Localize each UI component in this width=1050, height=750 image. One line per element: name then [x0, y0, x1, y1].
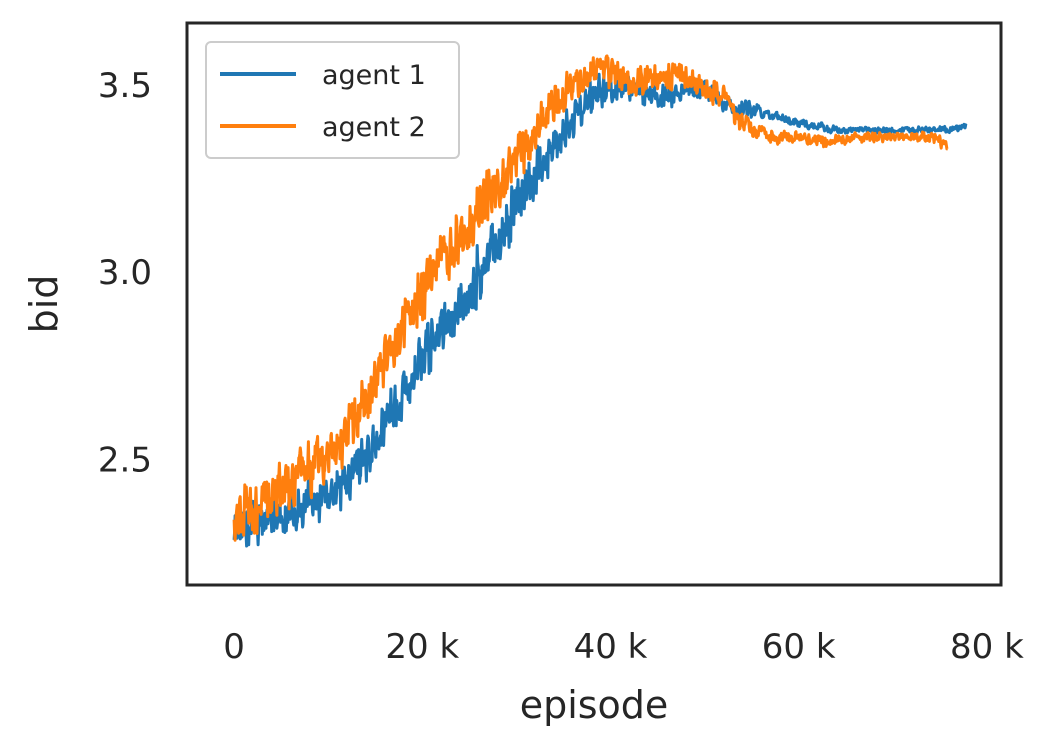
- y-tick-label: 3.0: [98, 253, 152, 293]
- series-line-agent-1: [232, 72, 968, 548]
- legend-label-agent-2: agent 2: [322, 112, 426, 143]
- y-tick-label: 2.5: [98, 440, 152, 480]
- legend-box: [205, 41, 460, 159]
- x-tick-label: 60 k: [762, 627, 836, 667]
- x-tick-label: 0: [223, 627, 245, 667]
- x-tick-label: 80 k: [950, 627, 1024, 667]
- legend: agent 1 agent 2: [205, 41, 460, 159]
- x-axis-label: episode: [520, 683, 669, 727]
- y-axis-label: bid: [22, 275, 66, 334]
- x-tick-labels: 0 20 k 40 k 60 k 80 k: [223, 627, 1024, 667]
- plot-frame: [185, 21, 1003, 587]
- x-tick-label: 40 k: [574, 627, 648, 667]
- y-tick-label: 3.5: [98, 66, 152, 106]
- y-tick-labels: 2.5 3.0 3.5: [98, 66, 152, 481]
- series-line-agent-2: [232, 54, 949, 542]
- series-layer: [232, 54, 968, 548]
- legend-label-agent-1: agent 1: [322, 60, 426, 91]
- x-tick-label: 20 k: [385, 627, 459, 667]
